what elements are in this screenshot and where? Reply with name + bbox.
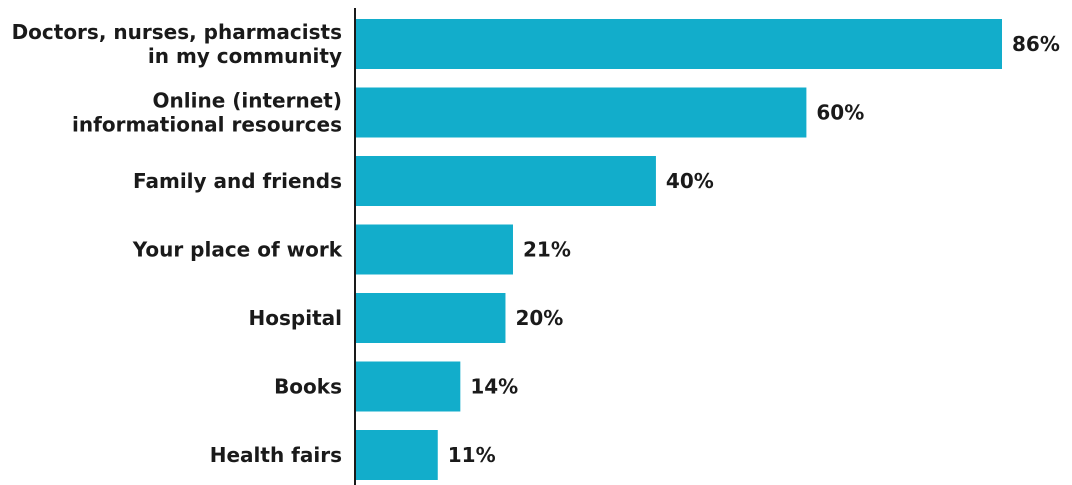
value-label-3: 21% (523, 238, 571, 262)
value-label-6: 11% (448, 443, 496, 467)
bars-group (355, 19, 1002, 480)
category-label-line: Doctors, nurses, pharmacists (12, 20, 342, 44)
bar-1 (355, 87, 807, 138)
category-label-1: Online (internet) informational resources (72, 89, 342, 137)
bar-4 (355, 293, 506, 343)
value-labels-group: 86% 60% 40% 21% 20% 14% 11% (448, 32, 1060, 467)
category-label-0: Doctors, nurses, pharmacists in my commun… (12, 20, 342, 68)
value-label-1: 60% (816, 101, 864, 125)
value-label-4: 20% (515, 306, 563, 330)
category-label-3: Your place of work (132, 238, 343, 262)
category-label-line: Family and friends (133, 169, 342, 193)
category-label-line: Hospital (249, 306, 342, 330)
bar-0 (355, 19, 1002, 69)
value-label-5: 14% (470, 375, 518, 399)
bar-3 (355, 224, 513, 275)
category-label-line: in my community (148, 44, 342, 68)
category-label-4: Hospital (249, 306, 342, 330)
bar-2 (355, 156, 656, 206)
category-label-line: Health fairs (210, 443, 342, 467)
bar-6 (355, 430, 438, 480)
category-label-line: informational resources (72, 113, 342, 137)
category-label-6: Health fairs (210, 443, 342, 467)
category-label-line: Your place of work (132, 238, 343, 262)
category-labels-group: Doctors, nurses, pharmacists in my commun… (12, 20, 343, 467)
value-label-0: 86% (1012, 32, 1060, 56)
category-label-line: Books (274, 375, 342, 399)
category-label-5: Books (274, 375, 342, 399)
value-label-2: 40% (666, 169, 714, 193)
bar-5 (355, 361, 461, 412)
category-label-line: Online (internet) (153, 89, 342, 113)
category-label-2: Family and friends (133, 169, 342, 193)
